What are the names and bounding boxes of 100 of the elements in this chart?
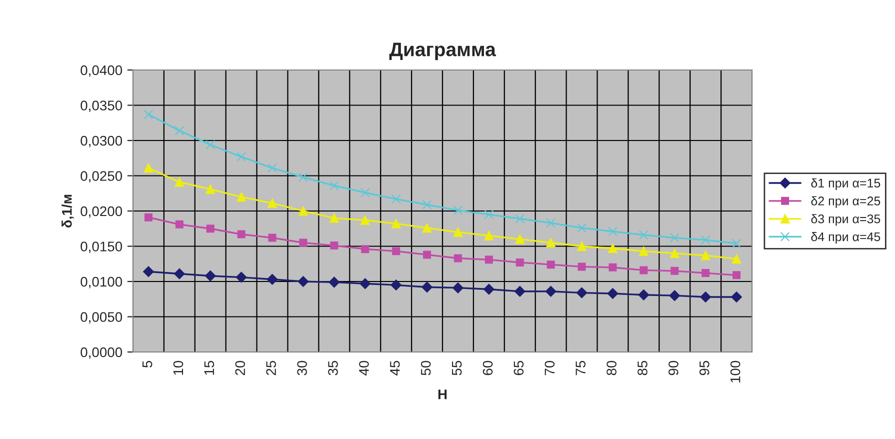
point: [206, 140, 216, 150]
point: [484, 210, 494, 220]
x-tick-label: 90: [668, 360, 678, 376]
point: [174, 126, 184, 136]
legend-label: δ4 при α=45: [811, 232, 880, 244]
point: [329, 213, 339, 223]
point: [236, 152, 246, 162]
point: [390, 280, 402, 290]
point: [702, 269, 710, 278]
x-axis-title: H: [438, 390, 447, 400]
point: [670, 266, 679, 275]
point: [174, 177, 184, 187]
point: [204, 270, 216, 282]
point: [268, 234, 276, 242]
point: [299, 238, 308, 247]
point: [236, 272, 247, 283]
point: [454, 254, 462, 262]
point: [576, 287, 588, 298]
x-tick-label: 25: [266, 360, 276, 376]
point: [330, 242, 338, 250]
point: [515, 214, 525, 224]
point: [237, 230, 246, 238]
point: [638, 289, 650, 300]
point: [144, 163, 154, 173]
point: [144, 110, 154, 120]
point: [329, 180, 339, 190]
point: [422, 200, 432, 210]
x-tick-label: 45: [390, 360, 400, 376]
x-tick-label: 70: [544, 360, 555, 376]
point: [453, 227, 463, 237]
point: [360, 188, 370, 198]
point: [143, 266, 154, 278]
point: [174, 268, 185, 280]
point: [577, 242, 586, 251]
point: [452, 282, 464, 294]
point: [298, 206, 308, 216]
x-tick-label: 60: [482, 360, 493, 376]
point: [298, 276, 309, 287]
point: [608, 263, 617, 272]
y-tick-label: 0,0200: [80, 206, 122, 218]
x-tick-label: 40: [359, 360, 369, 376]
x-tick-label: 15: [204, 360, 214, 375]
point: [670, 233, 680, 242]
legend-label: δ3 при α=35: [811, 214, 880, 226]
point: [268, 163, 277, 173]
point: [700, 250, 710, 260]
point: [608, 244, 618, 254]
y-tick-label: 0,0250: [80, 171, 122, 183]
point: [731, 292, 742, 302]
point: [360, 215, 370, 225]
point: [144, 213, 152, 222]
point: [638, 230, 648, 240]
point: [515, 234, 525, 244]
point: [360, 278, 371, 290]
x-tick-label: 100: [730, 360, 740, 382]
x-tick-label: 10: [173, 360, 184, 375]
point: [236, 192, 246, 202]
point: [206, 184, 216, 194]
point: [546, 238, 556, 248]
point: [484, 256, 493, 264]
point: [391, 219, 401, 228]
point: [546, 218, 556, 228]
point: [670, 248, 680, 258]
x-tick-label: 5: [142, 360, 152, 368]
y-axis-title: δ,1/м: [62, 194, 74, 228]
y-tick-label: 0,0150: [80, 242, 122, 254]
point: [483, 284, 494, 295]
x-tick-label: 80: [606, 360, 616, 376]
x-tick-label: 30: [297, 360, 307, 376]
y-tick-label: 0,0400: [80, 65, 122, 77]
point: [700, 292, 712, 302]
y-tick-label: 0,0050: [80, 312, 122, 324]
point: [732, 254, 742, 264]
x-tick-label: 20: [235, 360, 246, 376]
x-tick-label: 95: [699, 360, 710, 376]
x-tick-label: 65: [514, 360, 524, 376]
y-tick-label: 0,0000: [80, 347, 122, 359]
point: [361, 245, 370, 254]
x-tick-label: 35: [328, 360, 338, 376]
point: [391, 194, 401, 204]
point: [640, 266, 648, 274]
point: [514, 286, 526, 297]
legend-label: δ1 при α=15: [811, 178, 880, 190]
y-tick-label: 0,0100: [80, 276, 122, 288]
point: [732, 271, 741, 280]
x-tick-label: 55: [452, 360, 462, 376]
x-tick-label: 85: [638, 360, 648, 376]
point: [607, 288, 618, 299]
y-tick-label: 0,0350: [80, 100, 122, 112]
point: [266, 274, 278, 285]
point: [422, 282, 432, 293]
point: [516, 258, 524, 266]
point: [453, 206, 463, 215]
x-tick-label: 50: [420, 360, 431, 376]
point: [545, 286, 556, 297]
point: [732, 238, 742, 248]
point: [669, 290, 680, 302]
point: [577, 223, 586, 233]
point: [422, 223, 432, 233]
y-tick-label: 0,0300: [80, 136, 122, 148]
